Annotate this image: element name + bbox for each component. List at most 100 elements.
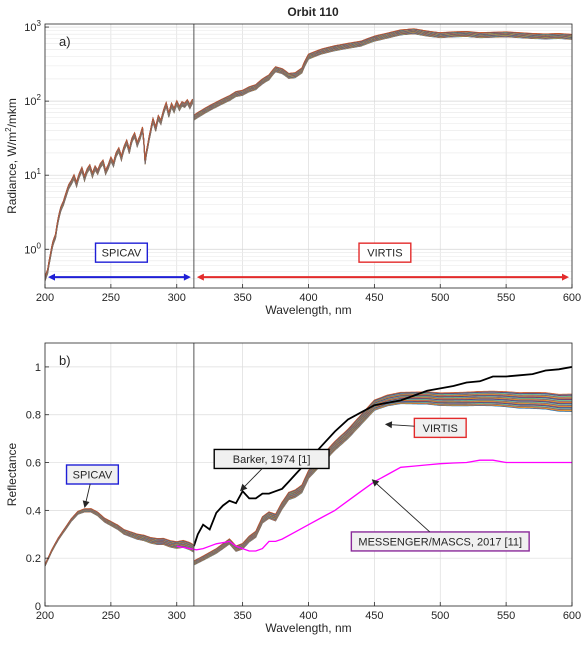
annotation-arrow-line [390,424,415,427]
annotation-barker: Barker, 1974 [1] [213,448,330,470]
virtis-spectrum-line [193,31,572,119]
x-tick-label: 250 [102,610,120,622]
y-tick-label: 102 [24,93,41,108]
virtis-spectrum-line [193,28,572,116]
x-tick-label: 600 [563,292,581,304]
annotation-box [94,242,149,263]
messenger-line [176,459,572,552]
virtis-spectrum-line [193,28,572,116]
range-arrow-head [183,273,191,281]
spicav-spectrum-line [45,508,195,565]
annotation-spicav: SPICAV [65,464,120,485]
spicav-spectrum-line [45,509,195,566]
virtis-spectrum-line [193,32,572,120]
spicav-spectrum-line [45,508,195,565]
annotation-virtis: VIRTIS [413,417,467,439]
virtis-spectrum-line [193,28,572,116]
x-axis-label: Wavelength, nm [265,303,351,317]
annotation-arrow-head [371,479,380,487]
spicav-spectrum-line [45,509,195,566]
annotation-messenger: MESSENGER/MASCS, 2017 [11] [350,531,530,552]
x-tick-label: 600 [563,610,581,622]
x-tick-label: 300 [168,610,186,622]
virtis-spectrum-line [193,31,572,119]
figure-title: Orbit 110 [287,5,339,19]
y-tick-label: 0.6 [26,458,41,470]
virtis-spectrum-line [193,31,572,119]
annotation-virtis: VIRTIS [358,242,412,263]
virtis-spectrum-line [193,33,572,121]
annotation-arrow-line [375,482,431,533]
annotation-box [213,448,330,470]
spicav-spectrum-line [45,509,195,566]
annotation-text: Barker, 1974 [1] [233,454,311,466]
spicav-spectrum-line [45,509,195,566]
y-tick-label: 100 [24,241,41,256]
spicav-spectra [45,508,195,567]
spicav-spectrum-line [45,510,195,566]
y-tick-label: 0.8 [26,410,41,422]
annotation-box [358,242,412,263]
x-tick-label: 350 [233,292,251,304]
grid [44,24,573,289]
x-tick-label: 450 [365,292,383,304]
virtis-spectrum-line [193,33,572,121]
virtis-spectrum-line [193,31,572,119]
virtis-spectrum-line [193,29,572,117]
virtis-spectrum-line [193,31,572,120]
annotation-box [413,417,467,439]
x-tick-label: 200 [36,292,54,304]
spicav-spectrum-line [45,511,195,567]
x-tick-label: 500 [431,292,449,304]
spicav-spectrum-line [45,510,195,567]
x-tick-label: 300 [168,292,186,304]
virtis-spectrum-line [193,29,572,117]
x-tick-label: 450 [365,610,383,622]
annotation-arrow-line [85,483,91,503]
virtis-spectrum-line [193,28,572,117]
barker-line [193,366,572,547]
panel-label: b) [59,353,71,368]
virtis-spectra [193,28,572,121]
virtis-spectrum-line [193,32,572,121]
plot-area [45,28,572,282]
virtis-spectrum-line [193,32,572,120]
x-tick-label: 200 [36,610,54,622]
y-axis-label: Reflectance [5,442,19,506]
annotation-arrow-head [384,421,393,429]
spicav-spectrum-line [45,508,195,565]
virtis-spectrum-line [193,32,572,120]
x-tick-label: 550 [497,292,515,304]
y-tick-label: 103 [24,19,41,34]
spicav-spectrum-line [45,509,195,566]
spicav-spectrum-line [45,509,195,566]
spicav-spectrum-line [45,98,193,277]
spicav-spectrum-line [45,510,195,566]
y-tick-label: 1 [35,362,41,374]
y-axis-label: Radiance, W/m2/mkm [4,98,19,214]
y-tick-label: 0.2 [26,553,41,565]
spicav-spectrum-line [45,509,195,566]
annotation-box [350,531,530,552]
annotation-text: SPICAV [102,248,142,260]
virtis-spectrum-line [193,29,572,117]
spicav-spectra [45,98,193,282]
range-arrow-head [196,273,204,281]
spicav-spectrum-line [45,508,195,565]
annotation-text: VIRTIS [423,423,458,435]
spicav-spectrum-line [45,510,195,566]
annotation-arrow-head [82,500,90,508]
annotation-box [65,464,120,485]
x-tick-label: 250 [102,292,120,304]
panel-label: a) [59,34,71,49]
spicav-spectrum-line [45,508,195,565]
spicav-spectrum-line [45,509,195,566]
annotation-text: SPICAV [73,470,113,482]
annotation-text: VIRTIS [367,248,402,260]
y-tick-label: 0 [35,601,41,613]
virtis-spectrum-line [193,390,572,562]
x-tick-label: 350 [233,610,251,622]
panel-b: 200 250 300 350 400 450 500 550 600 Wavelength, n… [5,342,581,635]
